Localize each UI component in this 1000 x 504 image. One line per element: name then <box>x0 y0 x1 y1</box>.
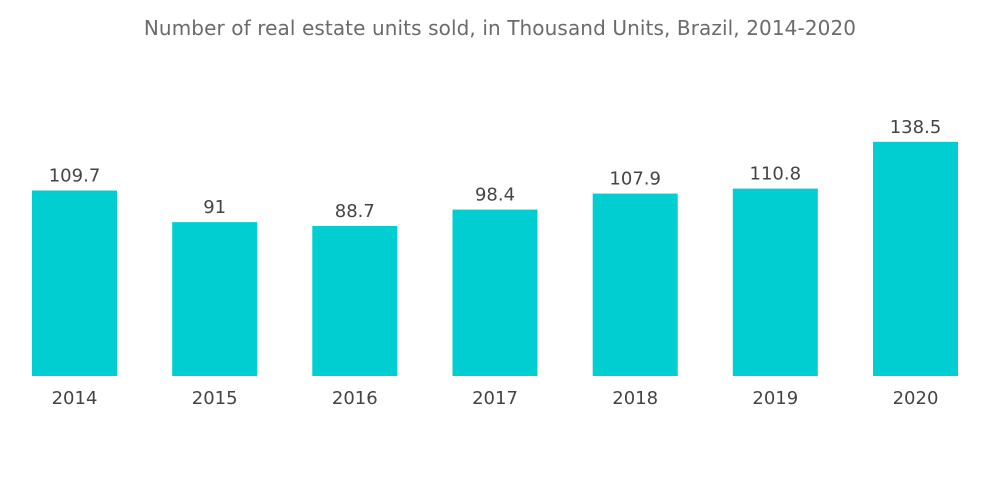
value-label-2015: 91 <box>203 197 226 218</box>
bar-2019 <box>732 188 818 376</box>
x-tick-label-2018: 2018 <box>612 388 658 409</box>
value-label-2016: 88.7 <box>335 201 375 222</box>
bar-2020 <box>873 141 958 376</box>
value-label-2014: 109.7 <box>49 166 101 187</box>
bars-layer <box>32 141 958 376</box>
bar-2017 <box>452 209 538 376</box>
x-tick-label-2019: 2019 <box>752 388 798 409</box>
tick-labels-layer: 2014 2015 2016 2017 2018 2019 2020 <box>52 388 939 409</box>
bar-2016 <box>312 226 398 376</box>
x-tick-label-2014: 2014 <box>52 388 98 409</box>
x-tick-label-2020: 2020 <box>893 388 939 409</box>
value-labels-layer: 109.7 91 88.7 98.4 107.9 110.8 138.5 <box>49 117 942 222</box>
bar-2014 <box>32 190 117 376</box>
value-label-2020: 138.5 <box>890 117 942 138</box>
value-label-2017: 98.4 <box>475 185 515 206</box>
bar-2018 <box>592 193 678 376</box>
bar-2015 <box>172 222 258 376</box>
chart-title: Number of real estate units sold, in Tho… <box>143 16 857 40</box>
x-tick-label-2017: 2017 <box>472 388 518 409</box>
x-tick-label-2016: 2016 <box>332 388 378 409</box>
value-label-2018: 107.9 <box>609 169 661 190</box>
x-tick-label-2015: 2015 <box>192 388 238 409</box>
value-label-2019: 110.8 <box>750 164 802 185</box>
